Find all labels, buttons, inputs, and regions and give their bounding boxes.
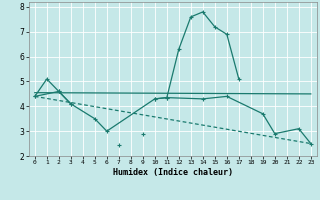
- X-axis label: Humidex (Indice chaleur): Humidex (Indice chaleur): [113, 168, 233, 177]
